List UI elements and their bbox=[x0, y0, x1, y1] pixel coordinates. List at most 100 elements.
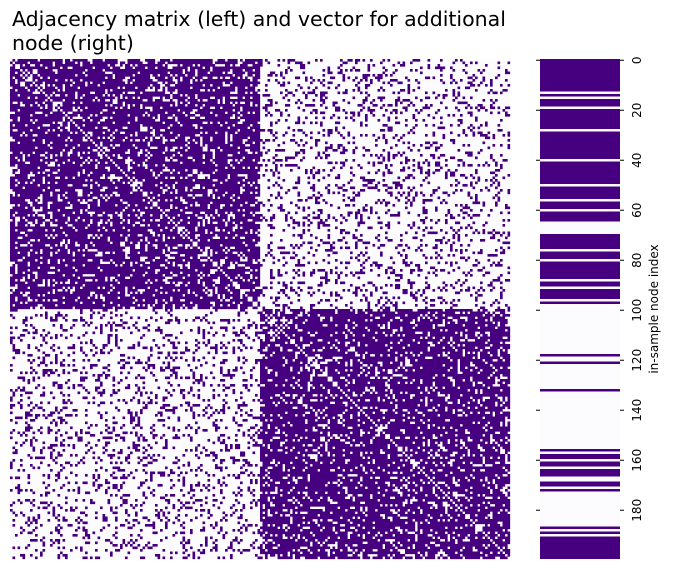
adjacency-edge-run bbox=[197, 141, 201, 145]
adjacency-edge-run bbox=[447, 354, 463, 357]
adjacency-edge-run bbox=[212, 364, 216, 367]
adjacency-edge-run bbox=[445, 364, 458, 367]
adjacency-edge-run bbox=[342, 414, 351, 417]
adjacency-edge-run bbox=[147, 191, 151, 195]
adjacency-edge-run bbox=[300, 346, 303, 350]
adjacency-edge-run bbox=[15, 389, 18, 392]
adjacency-edge-run bbox=[92, 171, 123, 175]
adjacency-edge-run bbox=[367, 94, 371, 97]
adjacency-edge-run bbox=[10, 304, 13, 307]
adjacency-edge-run bbox=[337, 71, 343, 75]
adjacency-edge-run bbox=[30, 254, 51, 257]
adjacency-edge-run bbox=[262, 399, 283, 402]
adjacency-edge-run bbox=[17, 101, 21, 105]
adjacency-edge-run bbox=[440, 166, 443, 170]
adjacency-edge-run bbox=[100, 204, 116, 207]
adjacency-edge-run bbox=[47, 104, 53, 107]
adjacency-edge-run bbox=[185, 69, 188, 72]
adjacency-edge-run bbox=[165, 136, 176, 140]
adjacency-edge-run bbox=[107, 339, 111, 342]
adjacency-edge-run bbox=[437, 286, 441, 290]
adjacency-edge-run bbox=[257, 269, 261, 272]
adjacency-edge-run bbox=[465, 311, 468, 315]
adjacency-edge-run bbox=[55, 421, 58, 425]
adjacency-edge-run bbox=[212, 356, 216, 360]
adjacency-edge-run bbox=[237, 224, 261, 227]
adjacency-edge-run bbox=[477, 251, 483, 255]
adjacency-edge-run bbox=[370, 264, 373, 267]
adjacency-edge-run bbox=[432, 134, 436, 137]
adjacency-edge-run bbox=[287, 189, 291, 192]
adjacency-edge-run bbox=[452, 366, 458, 370]
adjacency-edge-run bbox=[232, 64, 236, 67]
adjacency-edge-run bbox=[182, 101, 188, 105]
adjacency-edge-run bbox=[75, 101, 81, 105]
adjacency-edge-run bbox=[157, 419, 166, 422]
adjacency-edge-run bbox=[387, 389, 391, 392]
adjacency-edge-run bbox=[352, 331, 376, 335]
adjacency-edge-run bbox=[45, 154, 51, 157]
adjacency-edge-run bbox=[437, 94, 441, 97]
adjacency-edge-run bbox=[265, 339, 271, 342]
adjacency-edge-run bbox=[487, 131, 491, 135]
adjacency-edge-run bbox=[17, 184, 38, 187]
adjacency-edge-run bbox=[72, 344, 76, 347]
adjacency-edge-run bbox=[420, 71, 423, 75]
adjacency-edge-run bbox=[475, 296, 478, 300]
adjacency-edge-run bbox=[345, 274, 348, 277]
adjacency-edge-run bbox=[477, 269, 483, 272]
adjacency-edge-run bbox=[157, 184, 166, 187]
adjacency-edge-run bbox=[497, 66, 501, 70]
adjacency-edge-run bbox=[492, 261, 496, 265]
adjacency-edge-run bbox=[120, 319, 123, 322]
adjacency-edge-run bbox=[362, 266, 366, 270]
adjacency-edge-run bbox=[112, 221, 121, 225]
adjacency-edge-run bbox=[337, 84, 341, 87]
adjacency-edge-run bbox=[457, 234, 461, 237]
adjacency-edge-run bbox=[275, 166, 278, 170]
adjacency-edge-run bbox=[210, 406, 213, 410]
adjacency-edge-run bbox=[302, 401, 331, 405]
adjacency-edge-run bbox=[360, 124, 363, 127]
adjacency-edge-run bbox=[150, 371, 153, 375]
adjacency-edge-run bbox=[285, 69, 288, 72]
adjacency-edge-run bbox=[127, 326, 131, 330]
adjacency-edge-run bbox=[47, 151, 61, 155]
adjacency-edge-run bbox=[292, 349, 301, 352]
adjacency-edge-run bbox=[465, 226, 468, 230]
adjacency-edge-run bbox=[460, 399, 473, 402]
adjacency-edge-run bbox=[212, 376, 216, 380]
adjacency-edge-run bbox=[477, 391, 481, 395]
adjacency-edge-run bbox=[467, 429, 486, 432]
adjacency-edge-run bbox=[350, 251, 353, 255]
adjacency-edge-run bbox=[87, 391, 91, 395]
adjacency-edge-run bbox=[127, 384, 131, 387]
adjacency-edge-run bbox=[205, 344, 208, 347]
adjacency-edge-run bbox=[382, 171, 386, 175]
adjacency-edge-run bbox=[450, 246, 453, 250]
adjacency-edge-run bbox=[327, 131, 333, 135]
adjacency-edge-run bbox=[212, 66, 261, 70]
adjacency-edge-run bbox=[127, 81, 131, 85]
adjacency-edge-run bbox=[275, 296, 281, 300]
adjacency-edge-run bbox=[310, 294, 313, 297]
adjacency-edge-run bbox=[380, 61, 383, 65]
adjacency-edge-run bbox=[442, 286, 446, 290]
adjacency-edge-run bbox=[357, 404, 396, 407]
adjacency-edge-run bbox=[325, 141, 328, 145]
adjacency-edge-run bbox=[17, 296, 28, 300]
adjacency-edge-run bbox=[15, 194, 18, 197]
adjacency-edge-run bbox=[327, 261, 331, 265]
adjacency-edge-run bbox=[320, 354, 356, 357]
adjacency-edge-run bbox=[197, 71, 208, 75]
adjacency-edge-run bbox=[497, 129, 503, 132]
adjacency-edge-run bbox=[110, 311, 113, 315]
adjacency-edge-run bbox=[407, 369, 413, 372]
adjacency-edge-run bbox=[10, 226, 61, 230]
adjacency-edge-run bbox=[180, 221, 188, 225]
adjacency-edge-run bbox=[342, 421, 363, 425]
adjacency-edge-run bbox=[370, 111, 373, 115]
adjacency-edge-run bbox=[422, 411, 453, 415]
adjacency-edge-run bbox=[152, 169, 163, 172]
adjacency-edge-run bbox=[257, 201, 263, 205]
